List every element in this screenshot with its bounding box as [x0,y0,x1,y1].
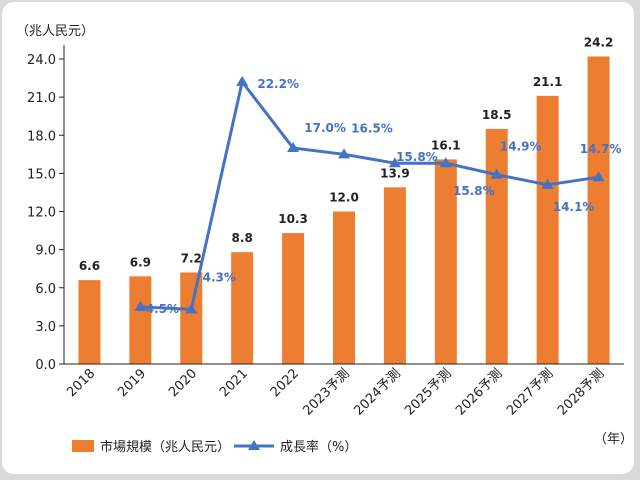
bar [333,211,355,364]
growth-rate-label: 22.2% [257,77,299,91]
bar [282,233,305,364]
growth-rate-marker [236,75,249,86]
bar [231,252,254,364]
growth-rate-label: 14.7% [580,142,622,156]
chart-canvas: （兆人民元） （年） 0.0 3.0 6.0 9.0 12.0 15.0 18.0 21.0 2… [16,24,633,455]
bar [536,95,559,365]
legend-line-marker [248,440,260,450]
growth-rate-label: 14.1% [553,200,595,214]
x-tick-label: 2028予測 [555,366,607,418]
growth-rate-marker [185,303,198,314]
growth-rate-label: 15.8% [453,184,495,198]
legend-line-label: 成長率（%） [280,439,357,455]
bar [78,280,101,364]
bar-value-label: 16.1 [431,138,461,152]
bar-series: 6.6 6.9 7.2 8.8 10.3 12.0 13.9 16.1 18.5 21.1 24.2 [78,35,614,365]
y-axis: 0.0 3.0 6.0 9.0 12.0 15.0 18.0 21.0 24.0 [27,45,65,373]
growth-rate-label: 17.0% [304,121,346,135]
x-axis-unit-label: （年） [594,432,633,447]
x-tick-label: 2027予測 [504,366,556,418]
growth-rate-label: 15.8% [396,150,438,164]
x-tick-label: 2024予測 [351,366,403,418]
growth-rate-marker [338,148,350,159]
y-tick-label: 0.0 [35,358,56,373]
bar-value-label: 10.3 [278,212,308,226]
y-tick-label: 15.0 [27,167,56,182]
growth-rate-marker [439,157,452,168]
x-tick-label: 2020 [166,366,200,400]
bar [180,272,203,364]
x-axis: 2018 2019 2020 2021 20222023予測2024予測2025予測20… [64,363,624,419]
bar [129,276,152,364]
y-tick-label: 12.0 [27,206,56,221]
bar-value-label: 7.2 [181,252,202,266]
x-tick-label: 2019 [115,366,149,400]
x-tick-label: 2023予測 [300,366,352,418]
x-tick-label: 2026予測 [453,366,505,418]
legend-bar-swatch [72,440,94,452]
x-tick-label: 2022 [268,366,302,400]
bar-value-label: 6.9 [130,255,151,269]
bar [587,56,610,364]
bar [383,187,406,364]
growth-rate-label: 4.3% [203,270,236,284]
growth-rate-line [140,80,599,311]
x-tick-label: 2018 [64,366,98,400]
growth-rate-marker [490,168,503,179]
bar [434,159,457,364]
growth-rate-label: 16.5% [351,121,393,135]
bar-value-label: 21.1 [533,75,563,89]
growth-rate-marker [287,141,300,152]
bar [485,128,508,364]
growth-rate-series: 4.5% 4.3% 22.2% 17.0% 16.5% 15.8% 15.8% 14.9% 14… [134,75,622,316]
growth-rate-marker [541,178,554,189]
bar-value-label: 13.9 [380,166,410,180]
x-tick-label: 2025予測 [402,366,454,418]
growth-rate-label: 14.9% [500,140,542,154]
y-tick-label: 21.0 [27,91,56,106]
growth-rate-label: 4.5% [146,302,179,316]
y-tick-label: 6.0 [35,282,56,297]
legend: 市場規模（兆人民元） 成長率（%） [72,439,357,455]
y-axis-unit-label: （兆人民元） [16,24,94,39]
bar-value-label: 12.0 [329,191,359,205]
y-tick-label: 9.0 [35,244,56,259]
y-tick-label: 3.0 [35,320,56,335]
growth-rate-marker [388,157,401,168]
y-tick-label: 18.0 [27,129,56,144]
legend-bar-label: 市場規模（兆人民元） [100,439,230,455]
bar-value-label: 18.5 [482,108,512,122]
y-tick-label: 24.0 [27,53,56,68]
growth-rate-marker [592,171,605,182]
bar-value-label: 24.2 [584,35,614,49]
x-tick-label: 2021 [217,366,251,400]
bar-value-label: 6.6 [79,259,100,273]
growth-rate-marker [134,300,147,311]
bar-value-label: 8.8 [232,231,253,245]
